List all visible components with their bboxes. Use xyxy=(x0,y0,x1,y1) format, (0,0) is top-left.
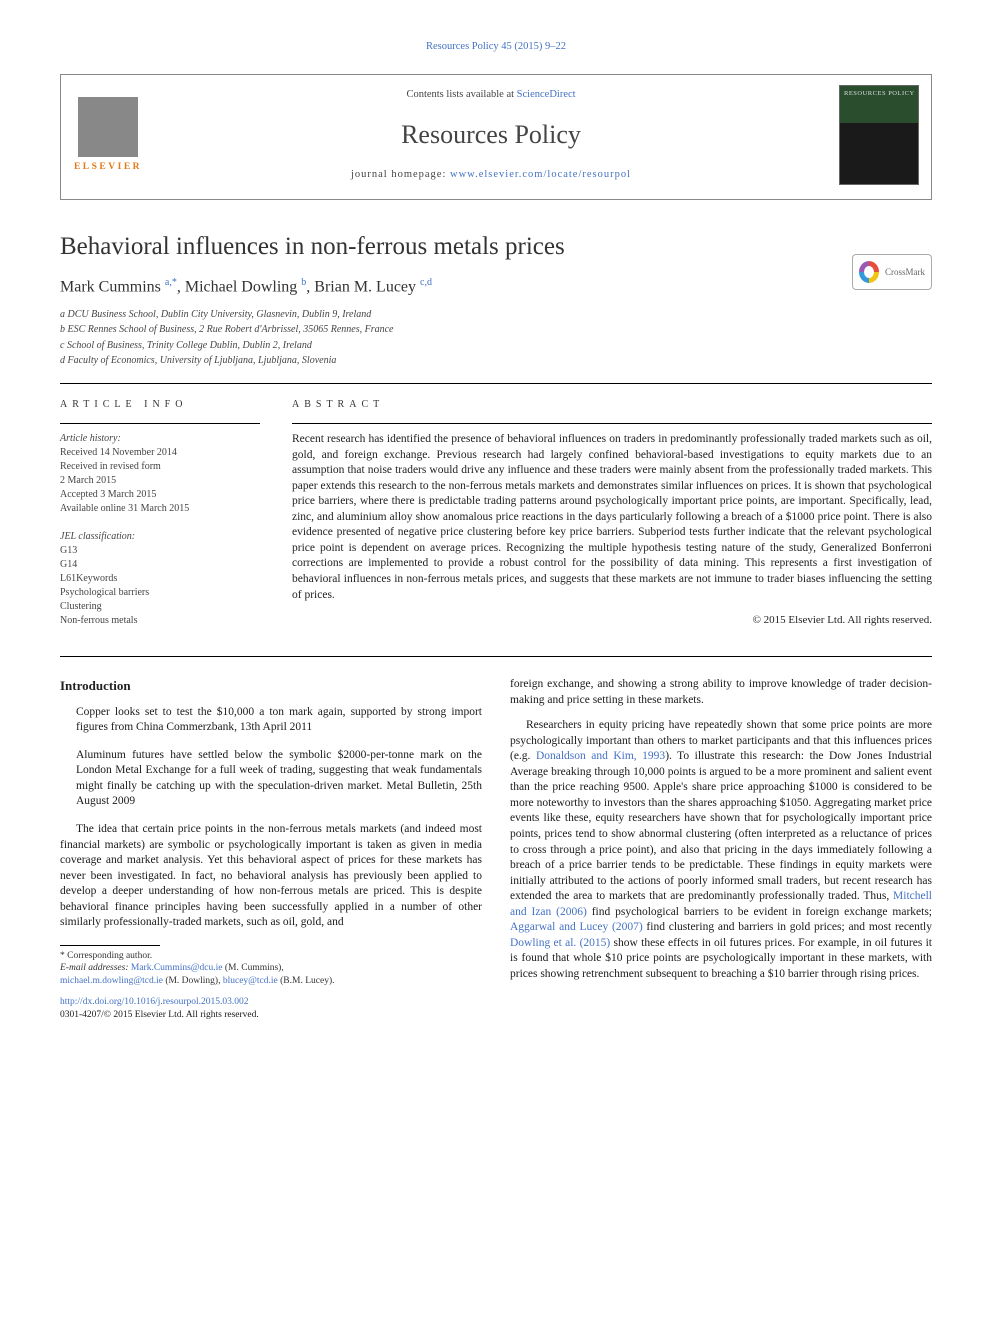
jel-1: G14 xyxy=(60,558,260,572)
affiliation-c: c School of Business, Trinity College Du… xyxy=(60,339,932,354)
article-title: Behavioral influences in non-ferrous met… xyxy=(60,230,932,264)
issn-copyright: 0301-4207/© 2015 Elsevier Ltd. All right… xyxy=(60,1010,259,1020)
email-cummins[interactable]: Mark.Cummins@dcu.ie xyxy=(131,963,223,973)
doi-block: http://dx.doi.org/10.1016/j.resourpol.20… xyxy=(60,996,482,1022)
jel-0: G13 xyxy=(60,544,260,558)
ref-donaldson-kim-1993[interactable]: Donaldson and Kim, 1993 xyxy=(536,750,665,762)
abstract-rule xyxy=(292,423,932,424)
elsevier-tree-icon xyxy=(78,97,138,157)
sciencedirect-link[interactable]: ScienceDirect xyxy=(517,89,576,100)
journal-header-center: Contents lists available at ScienceDirec… xyxy=(159,88,823,181)
affiliations-block: a DCU Business School, Dublin City Unive… xyxy=(60,308,932,369)
intro-quote-1: Copper looks set to test the $10,000 a t… xyxy=(76,705,482,736)
crossmark-ring-icon xyxy=(859,261,879,283)
top-rule xyxy=(60,383,932,384)
abstract-column: abstract Recent research has identified … xyxy=(292,398,932,643)
email-dowling[interactable]: michael.m.dowling@tcd.ie xyxy=(60,976,163,986)
journal-name: Resources Policy xyxy=(159,117,823,152)
email-dowling-who: (M. Dowling), xyxy=(163,976,223,986)
jel-4: Clustering xyxy=(60,600,260,614)
email-lucey[interactable]: blucey@tcd.ie xyxy=(223,976,278,986)
article-info-head: article info xyxy=(60,398,260,412)
homepage-prefix: journal homepage: xyxy=(351,169,450,180)
author-3-aff-link[interactable]: c,d xyxy=(420,277,432,288)
journal-homepage-line: journal homepage: www.elsevier.com/locat… xyxy=(159,168,823,182)
doi-link[interactable]: http://dx.doi.org/10.1016/j.resourpol.20… xyxy=(60,997,249,1007)
journal-header-box: ELSEVIER Contents lists available at Sci… xyxy=(60,74,932,200)
p3-part-d: find clustering and barriers in gold pri… xyxy=(643,921,932,933)
elsevier-logo: ELSEVIER xyxy=(73,90,143,180)
journal-cover-thumb: RESOURCES POLICY xyxy=(839,85,919,185)
footnotes-block: * Corresponding author. E-mail addresses… xyxy=(60,950,482,988)
contents-available-line: Contents lists available at ScienceDirec… xyxy=(159,88,823,102)
author-3-name: Brian M. Lucey xyxy=(314,278,416,295)
elsevier-wordmark: ELSEVIER xyxy=(74,161,142,174)
history-line-3: Accepted 3 March 2015 xyxy=(60,488,260,502)
history-line-1: Received in revised form xyxy=(60,460,260,474)
info-rule-1 xyxy=(60,423,260,424)
abstract-text: Recent research has identified the prese… xyxy=(292,432,932,603)
article-history-block: Article history: Received 14 November 20… xyxy=(60,432,260,516)
author-2-name: Michael Dowling xyxy=(185,278,297,295)
intro-quote-2: Aluminum futures have settled below the … xyxy=(76,748,482,810)
history-label: Article history: xyxy=(60,432,260,446)
ref-dowling-2015[interactable]: Dowling et al. (2015) xyxy=(510,937,610,949)
journal-cover-text: RESOURCES POLICY xyxy=(844,90,915,99)
affiliation-b: b ESC Rennes School of Business, 2 Rue R… xyxy=(60,323,932,338)
contents-prefix: Contents lists available at xyxy=(406,89,516,100)
footnote-rule xyxy=(60,945,160,946)
history-line-4: Available online 31 March 2015 xyxy=(60,502,260,516)
author-sep-1: , xyxy=(177,278,185,295)
abstract-head: abstract xyxy=(292,398,932,412)
jel-3: Psychological barriers xyxy=(60,586,260,600)
journal-homepage-link[interactable]: www.elsevier.com/locate/resourpol xyxy=(450,169,631,180)
info-abstract-row: article info Article history: Received 1… xyxy=(60,398,932,643)
running-citation: Resources Policy 45 (2015) 9–22 xyxy=(60,40,932,54)
email-label: E-mail addresses: xyxy=(60,963,131,973)
email-cummins-who: (M. Cummins), xyxy=(223,963,284,973)
affiliation-a: a DCU Business School, Dublin City Unive… xyxy=(60,308,932,323)
email-addresses-line: E-mail addresses: Mark.Cummins@dcu.ie (M… xyxy=(60,962,482,988)
jel-label: JEL classification: xyxy=(60,530,260,544)
ref-aggarwal-lucey-2007[interactable]: Aggarwal and Lucey (2007) xyxy=(510,921,643,933)
jel-2: L61Keywords xyxy=(60,572,260,586)
body-two-column: Introduction Copper looks set to test th… xyxy=(60,677,932,1021)
abstract-copyright: © 2015 Elsevier Ltd. All rights reserved… xyxy=(292,613,932,628)
intro-paragraph-2: foreign exchange, and showing a strong a… xyxy=(510,677,932,708)
jel-keywords-block: JEL classification: G13 G14 L61Keywords … xyxy=(60,530,260,628)
p3-part-b: ). To illustrate this research: the Dow … xyxy=(510,750,932,902)
history-line-2: 2 March 2015 xyxy=(60,474,260,488)
mid-rule xyxy=(60,656,932,657)
introduction-heading: Introduction xyxy=(60,677,482,695)
corresponding-author-note: * Corresponding author. xyxy=(60,950,482,963)
intro-paragraph-3: Researchers in equity pricing have repea… xyxy=(510,718,932,982)
history-line-0: Received 14 November 2014 xyxy=(60,446,260,460)
jel-5: Non-ferrous metals xyxy=(60,614,260,628)
affiliation-d: d Faculty of Economics, University of Lj… xyxy=(60,354,932,369)
author-1-name: Mark Cummins xyxy=(60,278,161,295)
authors-line: Mark Cummins a,*, Michael Dowling b, Bri… xyxy=(60,276,932,298)
article-info-column: article info Article history: Received 1… xyxy=(60,398,260,643)
crossmark-label: CrossMark xyxy=(885,266,925,278)
email-lucey-who: (B.M. Lucey). xyxy=(278,976,335,986)
crossmark-badge[interactable]: CrossMark xyxy=(852,254,932,290)
p3-part-c: find psychological barriers to be eviden… xyxy=(587,906,932,918)
author-1-aff-link[interactable]: a, xyxy=(165,277,172,288)
intro-paragraph-1: The idea that certain price points in th… xyxy=(60,822,482,931)
